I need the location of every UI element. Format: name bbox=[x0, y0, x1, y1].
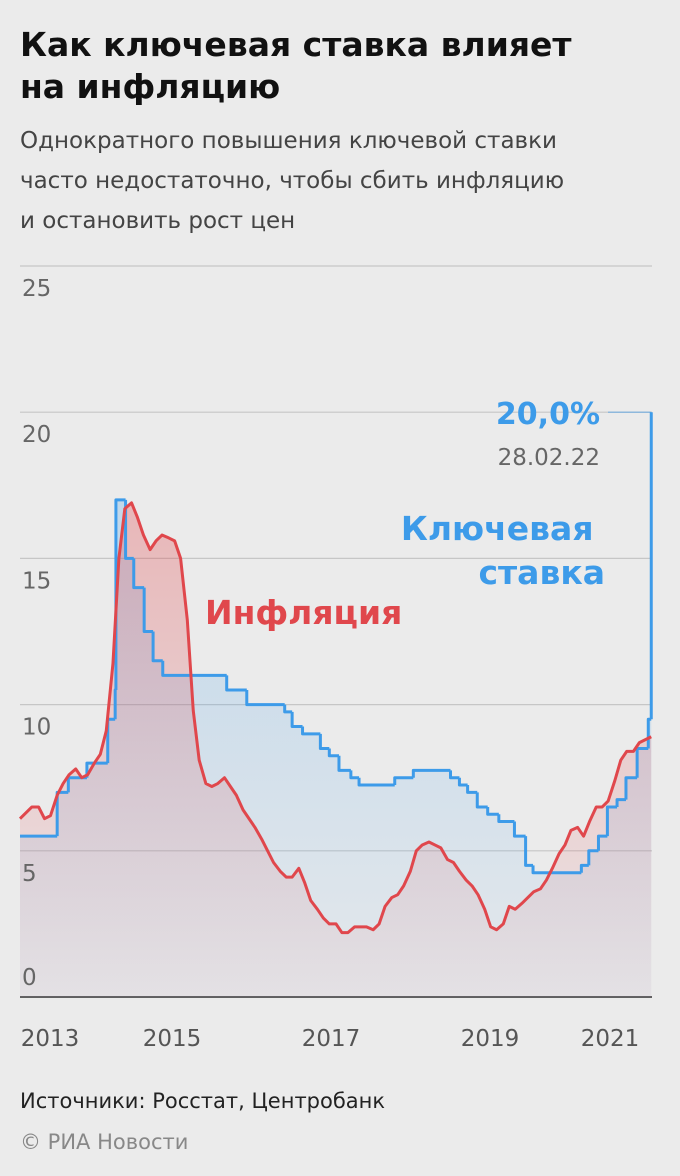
line-step bbox=[113, 688, 117, 720]
subtitle-line: Однократного повышения ключевой ставки bbox=[20, 128, 557, 154]
series-label: Ключевая ставка bbox=[401, 509, 605, 592]
y-tick-label: 10 bbox=[22, 715, 51, 741]
line-step bbox=[596, 834, 608, 851]
line-step bbox=[524, 836, 534, 867]
end-date-label: 28.02.22 bbox=[498, 445, 600, 471]
title-line: Как ключевая ставка влияет bbox=[20, 25, 572, 64]
line-step bbox=[161, 660, 227, 677]
line-step bbox=[85, 761, 108, 778]
line-step bbox=[142, 587, 154, 633]
line-step bbox=[124, 499, 134, 560]
line-step bbox=[531, 865, 582, 875]
x-axis-label: 2013 bbox=[21, 1026, 80, 1052]
x-axis-label: 2017 bbox=[302, 1026, 361, 1052]
line-step bbox=[327, 748, 339, 758]
line-step bbox=[486, 806, 499, 816]
line-step bbox=[457, 777, 468, 787]
line-step bbox=[615, 798, 626, 807]
line-step bbox=[605, 805, 618, 837]
subtitle-line: часто недостаточно, чтобы сбить инфляцию bbox=[20, 168, 564, 194]
y-tick-label: 20 bbox=[22, 422, 51, 448]
line-step bbox=[151, 631, 163, 663]
line-step bbox=[579, 863, 589, 873]
line-step bbox=[290, 711, 303, 729]
x-axis-label: 2015 bbox=[143, 1026, 202, 1052]
line bbox=[18, 501, 652, 935]
source: Источники: Росстат, Центробанк bbox=[20, 1089, 385, 1113]
line-step bbox=[301, 726, 321, 736]
line-step bbox=[132, 558, 145, 590]
line-step bbox=[512, 821, 526, 838]
line-step bbox=[449, 770, 460, 780]
line-step bbox=[337, 755, 351, 772]
line-step bbox=[624, 776, 638, 800]
line-step bbox=[411, 768, 451, 778]
end-value-label: 20,0% bbox=[496, 397, 600, 432]
subtitle-line: и остановить рост цен bbox=[20, 208, 295, 234]
line-step bbox=[283, 704, 293, 714]
line-step bbox=[475, 792, 488, 809]
line-step bbox=[245, 689, 285, 707]
line-step bbox=[349, 770, 360, 780]
line-step bbox=[497, 814, 515, 824]
line-step bbox=[357, 777, 395, 787]
title-line: на инфляцию bbox=[20, 67, 280, 106]
line-step bbox=[318, 733, 330, 750]
line-step bbox=[225, 675, 247, 692]
line-step bbox=[466, 785, 478, 794]
line-step bbox=[393, 776, 414, 786]
y-tick-label: 15 bbox=[22, 568, 51, 594]
area bbox=[20, 502, 652, 997]
series-label: Инфляция bbox=[205, 593, 402, 632]
y-tick-label: 0 bbox=[22, 965, 37, 991]
x-axis-label: 2021 bbox=[581, 1026, 640, 1052]
x-axis-label: 2019 bbox=[461, 1026, 520, 1052]
y-tick-label: 5 bbox=[22, 861, 37, 887]
line-step bbox=[587, 849, 599, 866]
credit: © РИА Новости bbox=[20, 1130, 188, 1154]
y-tick-label: 25 bbox=[22, 276, 51, 302]
